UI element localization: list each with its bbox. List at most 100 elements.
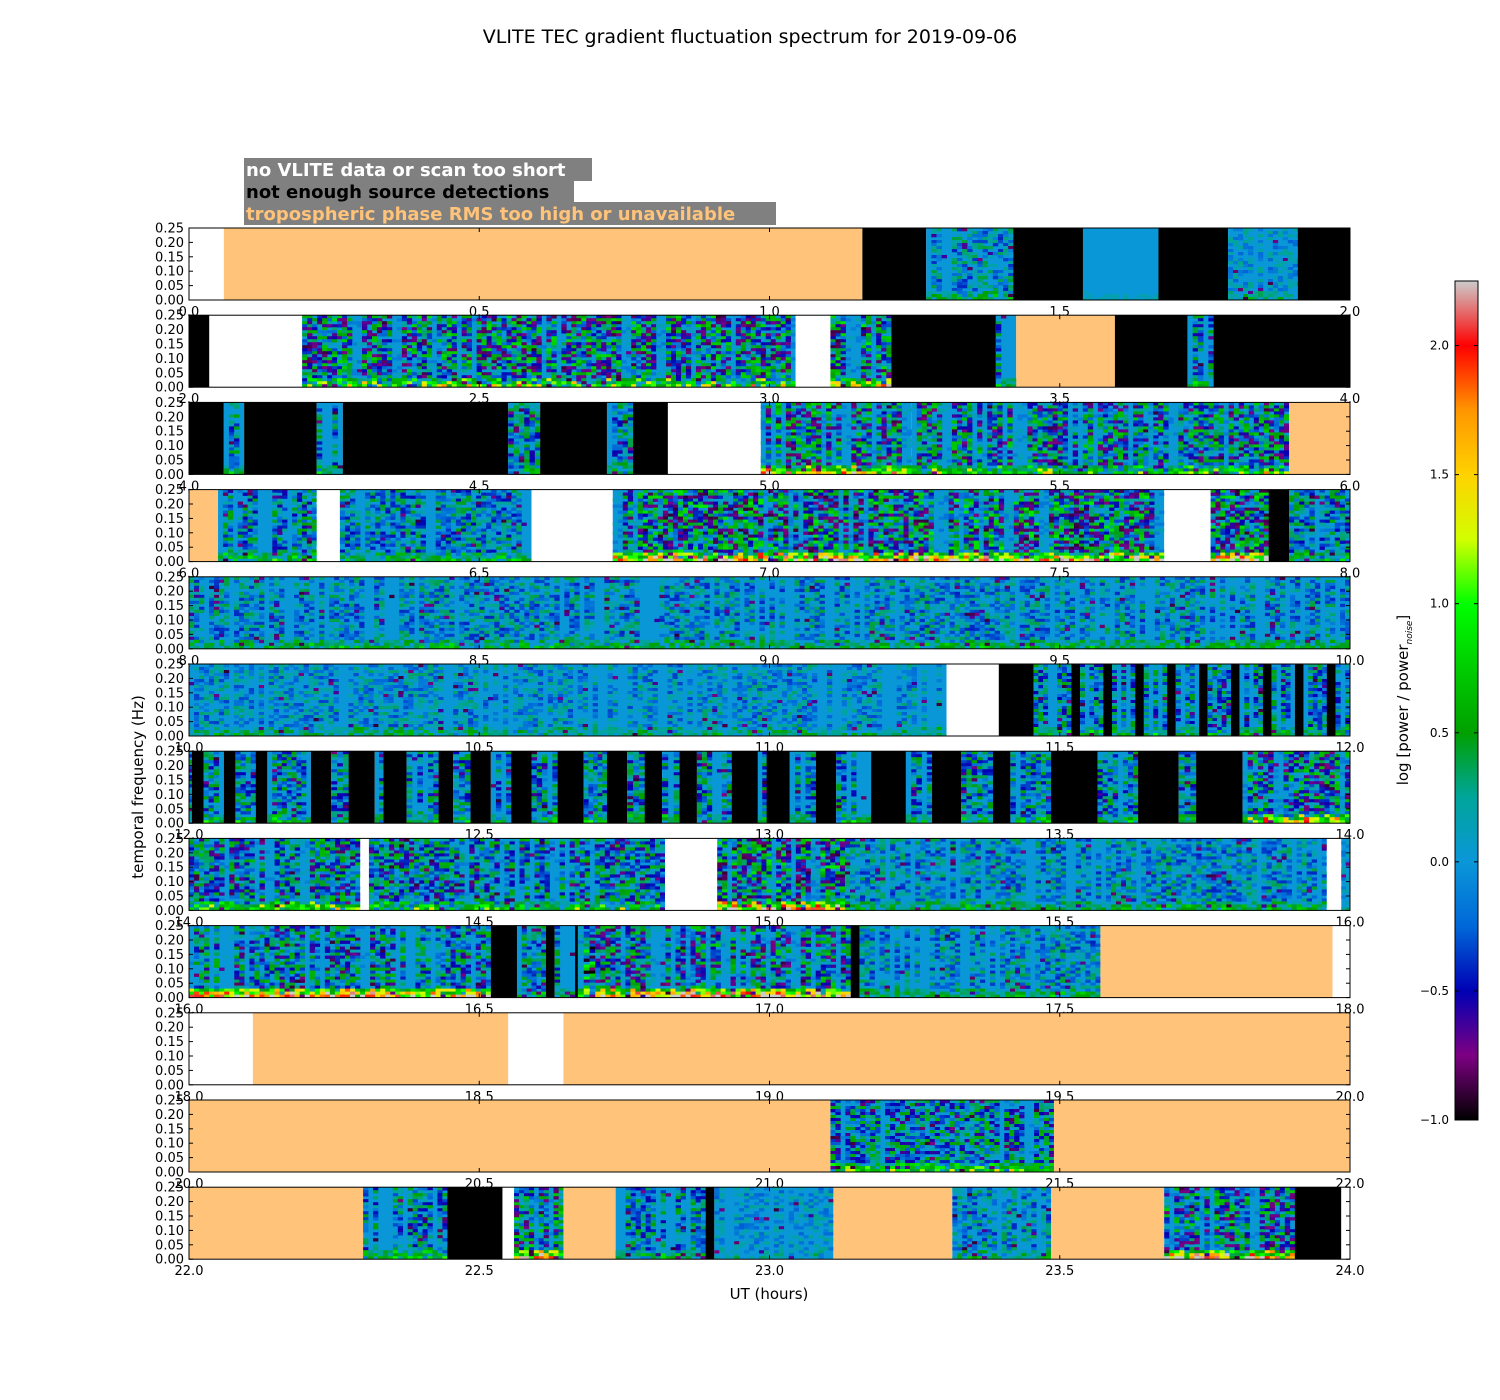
spectrum-cell xyxy=(861,420,867,424)
spectrum-cell xyxy=(785,453,792,457)
spectrum-cell xyxy=(861,405,867,409)
spectrum-cell xyxy=(1218,426,1224,430)
spectrum-cell xyxy=(626,366,632,370)
spectrum-cell xyxy=(1247,267,1254,271)
spectrum-cell xyxy=(957,456,963,460)
spectrum-cell xyxy=(896,426,902,430)
spectrum-cell xyxy=(1087,408,1094,412)
spectrum-cell xyxy=(1292,228,1299,232)
spectrum-cell xyxy=(1188,468,1194,472)
spectrum-cell xyxy=(521,345,527,349)
spectrum-cell xyxy=(866,318,872,322)
spectrum-cell xyxy=(476,360,482,364)
spectrum-cell xyxy=(1112,405,1119,409)
spectrum-cell xyxy=(1238,264,1244,268)
spectrum-cell xyxy=(1138,423,1144,427)
spectrum-cell xyxy=(317,354,323,358)
spectrum-cell xyxy=(1042,459,1048,463)
spectrum-cell xyxy=(705,327,712,331)
spectrum-cell xyxy=(821,405,827,409)
spectrum-cell xyxy=(765,432,772,436)
spectrum-cell xyxy=(1117,417,1124,421)
spectrum-cell xyxy=(606,363,612,367)
spectrum-cell xyxy=(730,378,737,382)
spectrum-cell xyxy=(1282,231,1289,235)
spectrum-cell xyxy=(1268,453,1275,457)
spectrum-cell xyxy=(755,345,762,349)
spectrum-cell xyxy=(685,384,692,388)
spectrum-cell xyxy=(1187,378,1193,382)
spectrum-cell xyxy=(962,432,968,436)
spectrum-cell xyxy=(347,318,353,322)
spectrum-cell xyxy=(302,321,308,325)
spectrum-cell xyxy=(790,462,797,466)
spectrum-cell xyxy=(1233,279,1239,283)
spectrum-cell xyxy=(860,327,867,331)
spectrum-cell xyxy=(926,297,932,301)
spectrum-cell xyxy=(992,423,998,427)
spectrum-cell xyxy=(876,318,882,322)
spectrum-cell xyxy=(1143,426,1149,430)
spectrum-cell xyxy=(1117,411,1124,415)
segment-nodet xyxy=(1114,315,1188,388)
spectrum-cell xyxy=(1238,447,1245,451)
segment-tropo xyxy=(1016,315,1115,388)
spectrum-cell xyxy=(641,345,647,349)
spectrum-cell xyxy=(1057,450,1063,454)
spectrum-cell xyxy=(1112,453,1119,457)
spectrum-cell xyxy=(851,417,857,421)
spectrum-cell xyxy=(1148,411,1154,415)
spectrum-cell xyxy=(1278,402,1285,406)
spectrum-cell xyxy=(770,315,776,319)
spectrum-cell xyxy=(446,330,453,334)
spectrum-cell xyxy=(700,360,707,364)
spectrum-cell xyxy=(977,408,983,412)
spectrum-cell xyxy=(524,420,530,424)
spectrum-cell xyxy=(666,384,672,388)
spectrum-cell xyxy=(337,336,343,340)
spectrum-cell xyxy=(886,318,892,322)
spectrum-cell xyxy=(830,315,836,319)
spectrum-cell xyxy=(1233,426,1240,430)
spectrum-cell xyxy=(770,321,776,325)
spectrum-cell xyxy=(1052,420,1058,424)
spectrum-cell xyxy=(227,552,234,556)
spectrum-cell xyxy=(513,462,520,466)
spectrum-cell xyxy=(1253,405,1260,409)
spectrum-cell xyxy=(322,339,328,343)
spectrum-cell xyxy=(982,291,988,295)
spectrum-cell xyxy=(1203,471,1209,475)
spectrum-cell xyxy=(1243,234,1249,238)
spectrum-cell xyxy=(725,342,732,346)
spectrum-cell xyxy=(1148,426,1154,430)
spectrum-cell xyxy=(835,327,841,331)
spectrum-cell xyxy=(987,234,994,238)
spectrum-cell xyxy=(1284,444,1290,448)
spectrum-cell xyxy=(237,549,243,553)
spectrum-cell xyxy=(631,330,637,334)
spectrum-cell xyxy=(1282,294,1289,298)
spectrum-cell xyxy=(750,363,757,367)
spectrum-cell xyxy=(1163,444,1169,448)
spectrum-cell xyxy=(416,315,423,319)
spectrum-cell xyxy=(307,336,313,340)
spectrum-cell xyxy=(676,333,682,337)
spectrum-cell xyxy=(486,369,492,373)
spectrum-cell xyxy=(1178,408,1184,412)
spectrum-cell xyxy=(997,237,1004,241)
spectrum-cell xyxy=(785,471,792,475)
spectrum-cell xyxy=(357,384,363,388)
spectrum-cell xyxy=(826,444,832,448)
spectrum-cell xyxy=(332,411,338,415)
spectrum-cell xyxy=(896,450,902,454)
spectrum-cell xyxy=(956,240,963,244)
spectrum-cell xyxy=(636,375,642,379)
spectrum-cell xyxy=(513,459,520,463)
spectrum-cell xyxy=(1042,450,1048,454)
spectrum-cell xyxy=(302,327,308,331)
spectrum-cell xyxy=(1192,357,1199,361)
spectrum-cell xyxy=(586,348,592,352)
spectrum-cell xyxy=(1192,384,1199,388)
spectrum-cell xyxy=(222,501,229,505)
spectrum-cell xyxy=(916,435,923,439)
